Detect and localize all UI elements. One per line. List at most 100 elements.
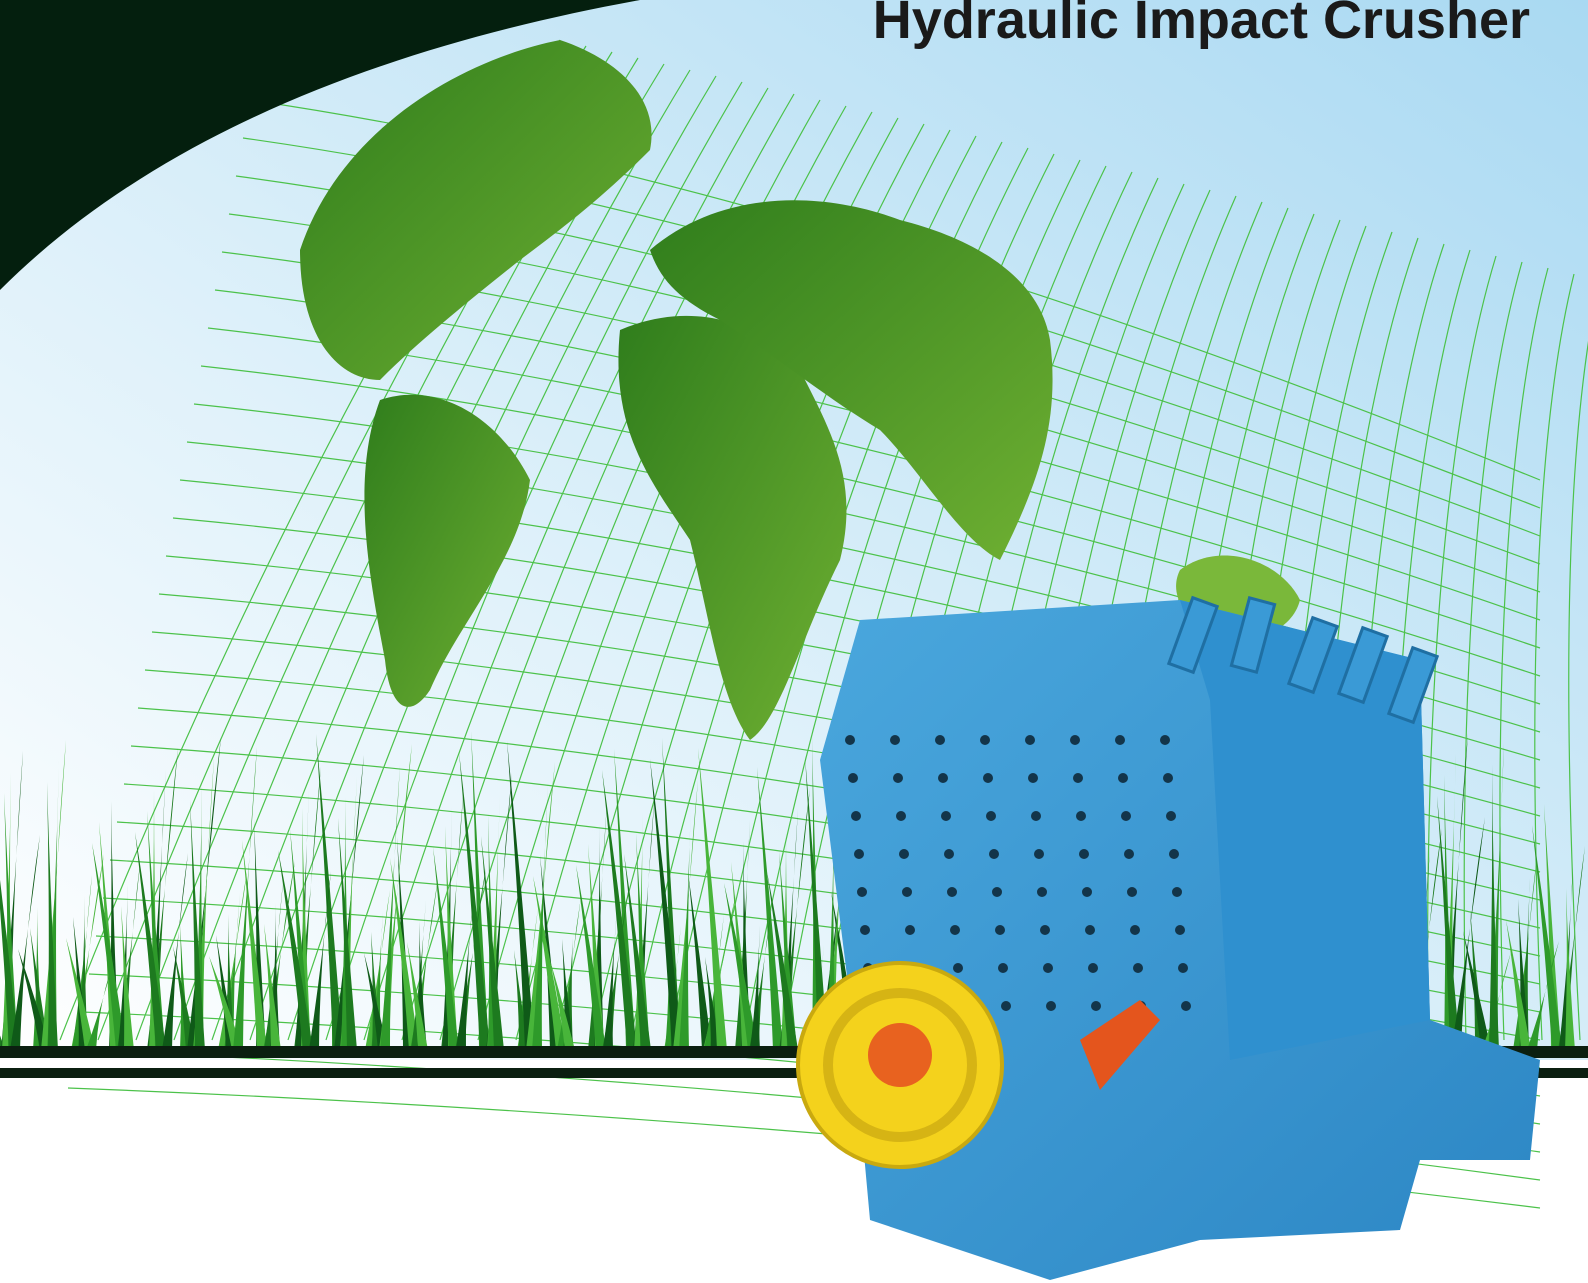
blade (390, 858, 419, 1050)
blade (1527, 941, 1559, 1050)
blade (1489, 764, 1499, 1050)
blade (805, 756, 828, 1050)
bolt (1160, 735, 1170, 745)
blade (486, 773, 512, 1050)
blade (514, 950, 529, 1050)
blade (397, 837, 413, 1050)
blade (673, 780, 698, 1050)
bolt (995, 925, 1005, 935)
bolt (905, 925, 915, 935)
blade (488, 815, 498, 1050)
bolt (1082, 887, 1092, 897)
bolt (1025, 735, 1035, 745)
blade (410, 879, 438, 1050)
blade (779, 788, 810, 1050)
blade (66, 938, 95, 1050)
bolt (1166, 811, 1176, 821)
blade (456, 889, 474, 1050)
blade (71, 854, 104, 1050)
meridian (781, 153, 1055, 1041)
blade (135, 832, 166, 1050)
bolt (983, 773, 993, 783)
pulley-rim (823, 988, 977, 1142)
bolt (1034, 849, 1044, 859)
bolt (1037, 887, 1047, 897)
bolt (1091, 1001, 1101, 1011)
bolt (1175, 925, 1185, 935)
bolt (1169, 849, 1179, 859)
blade (455, 868, 486, 1050)
bolt (1121, 811, 1131, 821)
bolt (848, 773, 858, 783)
blade (624, 854, 651, 1050)
bolt (860, 925, 870, 935)
bolt (1070, 735, 1080, 745)
crusher-side (1180, 600, 1430, 1060)
blade (481, 836, 504, 1050)
meridian (1568, 341, 1588, 1041)
bolt (989, 849, 999, 859)
bolt (953, 963, 963, 973)
bolt (1118, 773, 1128, 783)
bolt (1073, 773, 1083, 783)
meridian (1499, 267, 1549, 1041)
africa (618, 315, 847, 740)
bolt (845, 735, 855, 745)
blade (1411, 828, 1442, 1050)
blade (242, 840, 267, 1050)
bolt (1001, 1001, 1011, 1011)
blade (614, 749, 636, 1050)
blade (1482, 952, 1511, 1050)
blade (180, 925, 190, 1050)
blade (602, 886, 629, 1050)
blade (0, 879, 19, 1050)
blade (812, 735, 822, 1050)
blade (507, 741, 535, 1050)
bolt (1040, 925, 1050, 935)
blade (380, 765, 400, 1050)
blade (1506, 920, 1531, 1050)
blade (757, 767, 783, 1050)
hydraulic-ram (1080, 1000, 1160, 1090)
bolt (893, 773, 903, 783)
bolt (1079, 849, 1089, 859)
blade (371, 911, 383, 1050)
blade (688, 873, 712, 1050)
blade (724, 883, 758, 1050)
blade (603, 907, 617, 1050)
bolt (1127, 887, 1137, 897)
blade (218, 872, 247, 1050)
blade (1519, 878, 1530, 1050)
bolt (935, 735, 945, 745)
bolt (980, 735, 990, 745)
blade (86, 959, 114, 1050)
blade (433, 847, 459, 1050)
blade (365, 890, 390, 1050)
stripe (0, 1068, 1588, 1078)
bolt (950, 925, 960, 935)
bolt (890, 735, 900, 745)
bolt (944, 849, 954, 859)
blade (1565, 888, 1575, 1050)
title: Hydraulic Impact Crusher (873, 0, 1530, 50)
blade (92, 843, 126, 1050)
blade (1444, 775, 1454, 1050)
blade (576, 865, 606, 1050)
bolt (941, 811, 951, 821)
blade (294, 766, 321, 1050)
bolt (1031, 811, 1041, 821)
blade (703, 894, 736, 1050)
bolt (998, 963, 1008, 973)
blade (190, 800, 205, 1050)
bolt (1088, 963, 1098, 973)
bolt (992, 887, 1002, 897)
blade (563, 918, 574, 1050)
meridian (1534, 273, 1575, 1041)
bolt (854, 849, 864, 859)
bolt (902, 887, 912, 897)
blade (1442, 733, 1468, 1050)
pulley-hub (868, 1023, 932, 1087)
blade (1559, 867, 1573, 1050)
blade (1532, 825, 1562, 1050)
blade (18, 949, 50, 1050)
